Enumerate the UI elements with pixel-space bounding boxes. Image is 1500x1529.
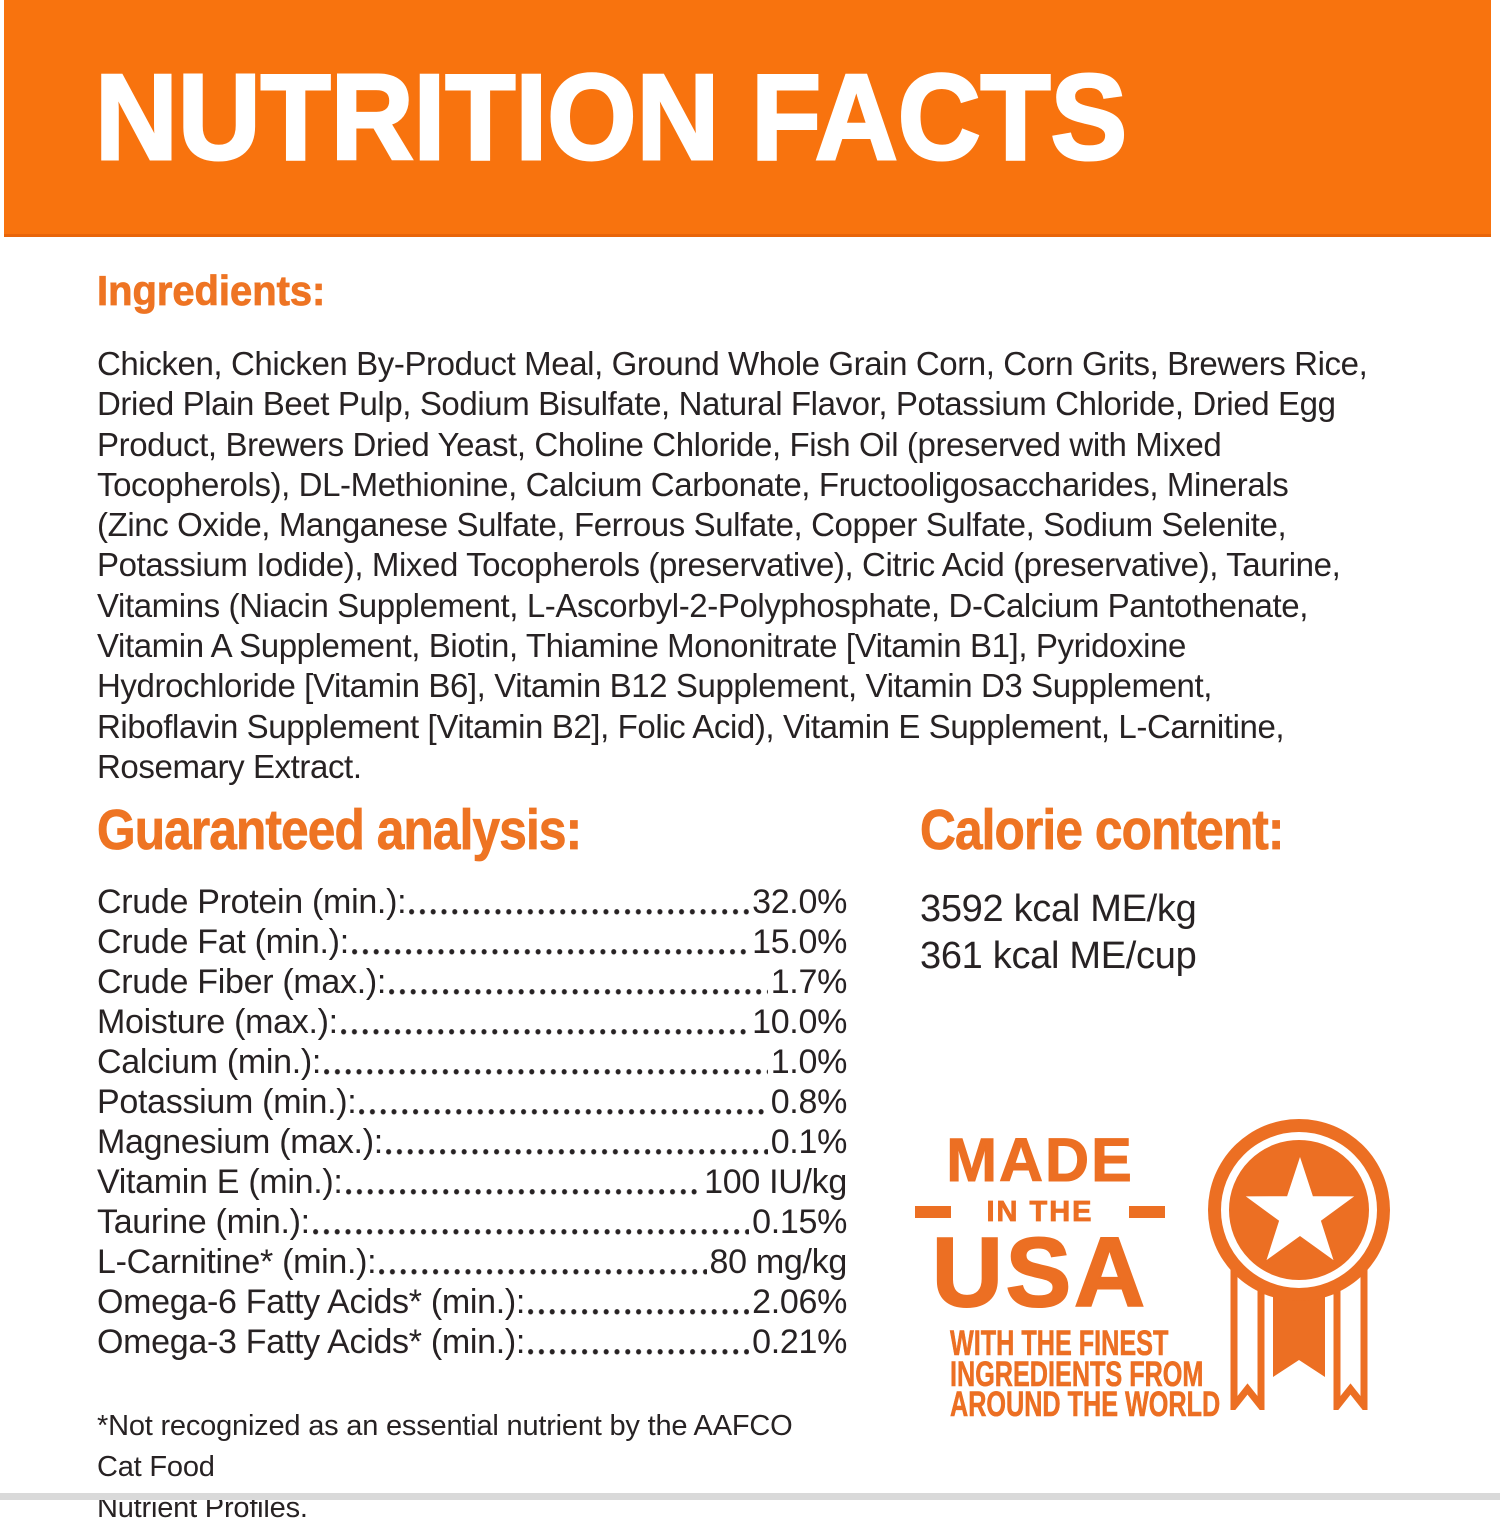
dotted-leader (312, 1202, 750, 1242)
nutrient-value: 0.8% (770, 1083, 848, 1121)
made-in-usa-badge: MADE IN THE USA WITH THE FINEST INGREDIE… (915, 1126, 1221, 1424)
ingredients-text: Chicken, Chicken By-Product Meal, Ground… (97, 345, 1368, 785)
dash-icon (1129, 1206, 1165, 1218)
nutrient-label: Omega-6 Fatty Acids* (min.): (97, 1283, 526, 1321)
header-banner: NUTRITION FACTS (4, 0, 1491, 237)
table-row: Taurine (min.): 0.15% (97, 1202, 847, 1242)
table-row: Potassium (min.): 0.8% (97, 1082, 847, 1122)
guaranteed-analysis-heading: Guaranteed analysis: (97, 798, 583, 862)
calorie-content-values: 3592 kcal ME/kg 361 kcal ME/cup (920, 886, 1197, 980)
table-row: L-Carnitine* (min.): 80 mg/kg (97, 1242, 847, 1282)
nutrient-label: Crude Fiber (max.): (97, 963, 387, 1001)
nutrient-value: 2.06% (752, 1283, 847, 1321)
dotted-leader (409, 882, 750, 922)
usa-text: USA (931, 1217, 1148, 1327)
dotted-leader (389, 962, 768, 1002)
nutrient-value: 1.7% (770, 963, 848, 1001)
dotted-leader (385, 1122, 768, 1162)
ingredients-heading: Ingredients: (97, 267, 326, 314)
calorie-kg-value: 3592 kcal ME/kg (920, 888, 1197, 930)
dotted-leader (324, 1042, 768, 1082)
nutrient-value: 0.15% (752, 1203, 847, 1241)
table-row: Crude Fiber (max.): 1.7% (97, 962, 847, 1002)
nutrient-label: Taurine (min.): (97, 1203, 310, 1241)
nutrient-label: Vitamin E (min.): (97, 1163, 343, 1201)
table-row: Calcium (min.): 1.0% (97, 1042, 847, 1082)
nutrient-value: 15.0% (752, 923, 847, 961)
tagline-line: AROUND THE WORLD (950, 1385, 1221, 1424)
nutrient-label: Calcium (min.): (97, 1043, 322, 1081)
calorie-cup-value: 361 kcal ME/cup (920, 935, 1197, 977)
dotted-leader (359, 1082, 768, 1122)
badge-taglines: WITH THE FINEST INGREDIENTS FROM AROUND … (950, 1326, 1221, 1424)
nutrient-value: 0.1% (770, 1123, 848, 1161)
nutrient-label: Moisture (max.): (97, 1003, 338, 1041)
table-row: Omega-3 Fatty Acids* (min.): 0.21% (97, 1322, 847, 1362)
nutrient-label: Potassium (min.): (97, 1083, 357, 1121)
dotted-leader (340, 1002, 750, 1042)
calorie-content-heading: Calorie content: (920, 798, 1285, 862)
in-the-text: IN THE (986, 1195, 1094, 1228)
nutrient-label: Magnesium (max.): (97, 1123, 383, 1161)
dotted-leader (528, 1282, 750, 1322)
nutrient-value: 100 IU/kg (704, 1163, 847, 1201)
nutrient-value: 1.0% (770, 1043, 848, 1081)
dotted-leader (528, 1322, 750, 1362)
table-row: Magnesium (max.): 0.1% (97, 1122, 847, 1162)
dash-icon (915, 1206, 951, 1218)
nutrient-value: 32.0% (752, 883, 847, 921)
in-the-band: IN THE (915, 1197, 1165, 1227)
table-row: Crude Protein (min.): 32.0% (97, 882, 847, 922)
made-text: MADE (946, 1126, 1134, 1194)
nutrient-value: 0.21% (752, 1323, 847, 1361)
table-row: Crude Fat (min.): 15.0% (97, 922, 847, 962)
aafco-footnote: *Not recognized as an essential nutrient… (97, 1410, 793, 1524)
dotted-leader (379, 1242, 707, 1282)
table-row: Omega-6 Fatty Acids* (min.): 2.06% (97, 1282, 847, 1322)
nutrient-value: 10.0% (752, 1003, 847, 1041)
page-title: NUTRITION FACTS (94, 49, 1129, 185)
table-row: Vitamin E (min.): 100 IU/kg (97, 1162, 847, 1202)
nutrient-label: Crude Protein (min.): (97, 883, 407, 921)
guaranteed-analysis-table: Crude Protein (min.): 32.0% Crude Fat (m… (97, 882, 847, 1362)
ribbon-star-medal-icon (1208, 1119, 1390, 1410)
nutrient-value: 80 mg/kg (709, 1243, 848, 1281)
nutrient-label: Omega-3 Fatty Acids* (min.): (97, 1323, 526, 1361)
nutrient-label: L-Carnitine* (min.): (97, 1243, 377, 1281)
dotted-leader (351, 922, 750, 962)
dotted-leader (345, 1162, 702, 1202)
table-row: Moisture (max.): 10.0% (97, 1002, 847, 1042)
bottom-edge-strip (0, 1493, 1500, 1500)
nutrient-label: Crude Fat (min.): (97, 923, 349, 961)
